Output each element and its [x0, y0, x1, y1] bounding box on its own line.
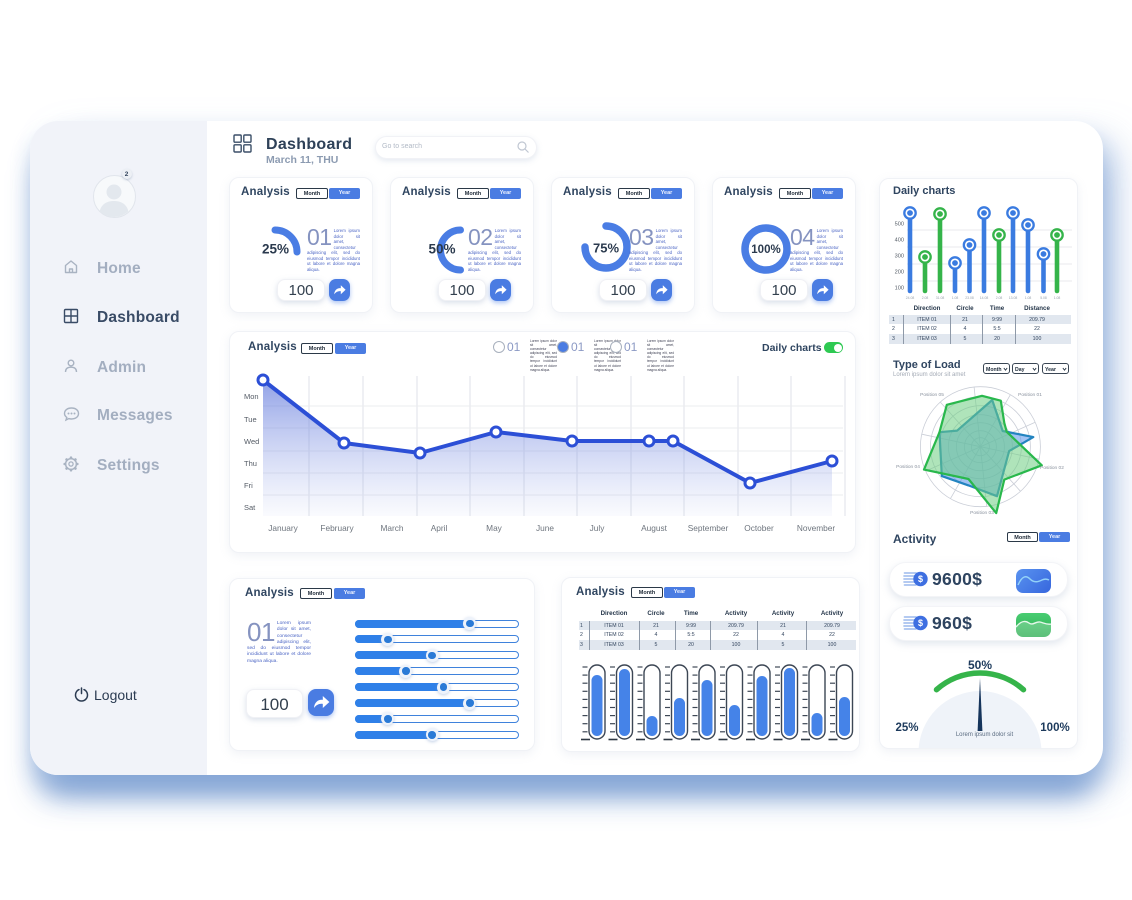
- svg-text:Position 03: Position 03: [970, 510, 994, 516]
- svg-text:24.08: 24.08: [906, 296, 915, 300]
- svg-text:400: 400: [895, 238, 904, 244]
- svg-text:1.08: 1.08: [1025, 296, 1032, 300]
- svg-text:$: $: [918, 574, 923, 584]
- svg-text:Sat: Sat: [244, 503, 256, 512]
- svg-text:April: April: [431, 523, 448, 533]
- svg-text:March: March: [380, 523, 403, 533]
- svg-text:November: November: [797, 523, 836, 533]
- svg-text:2.08: 2.08: [996, 296, 1003, 300]
- svg-text:September: September: [688, 523, 729, 533]
- svg-text:100%: 100%: [751, 244, 780, 256]
- svg-text:31.08: 31.08: [936, 296, 945, 300]
- svg-text:Fri: Fri: [244, 481, 253, 490]
- svg-text:$: $: [918, 618, 923, 628]
- svg-text:25%: 25%: [262, 242, 289, 257]
- svg-text:Position 01: Position 01: [1018, 392, 1042, 398]
- svg-text:500: 500: [895, 222, 904, 228]
- svg-text:2.08: 2.08: [922, 296, 929, 300]
- svg-text:50%: 50%: [428, 242, 455, 257]
- svg-text:June: June: [536, 523, 554, 533]
- svg-text:200: 200: [895, 270, 904, 276]
- svg-text:Position 02: Position 02: [1040, 465, 1064, 471]
- svg-text:14.08: 14.08: [980, 296, 989, 300]
- svg-text:75%: 75%: [593, 241, 619, 256]
- svg-text:February: February: [320, 523, 354, 533]
- svg-text:5.08: 5.08: [1040, 296, 1047, 300]
- svg-text:Position 04: Position 04: [896, 464, 920, 470]
- svg-text:1.08: 1.08: [1054, 296, 1061, 300]
- svg-text:January: January: [268, 523, 298, 533]
- svg-text:Mon: Mon: [244, 392, 259, 401]
- svg-text:100: 100: [895, 286, 904, 292]
- svg-text:October: October: [744, 523, 774, 533]
- svg-text:13.08: 13.08: [1009, 296, 1018, 300]
- svg-text:300: 300: [895, 254, 904, 260]
- svg-text:Position 05: Position 05: [920, 392, 944, 398]
- svg-text:23.08: 23.08: [965, 296, 974, 300]
- svg-text:Thu: Thu: [244, 459, 257, 468]
- svg-text:May: May: [486, 523, 503, 533]
- svg-text:Tue: Tue: [244, 415, 257, 424]
- svg-text:1.08: 1.08: [952, 296, 959, 300]
- svg-text:July: July: [590, 523, 606, 533]
- svg-text:August: August: [641, 523, 668, 533]
- svg-text:Wed: Wed: [244, 437, 259, 446]
